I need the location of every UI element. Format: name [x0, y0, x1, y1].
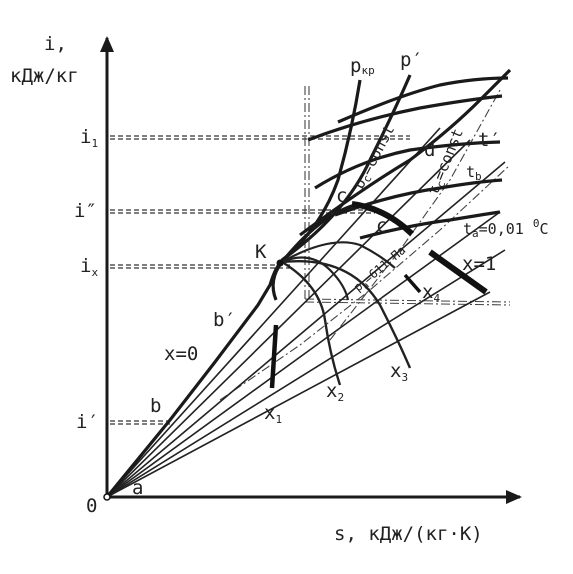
critical-point	[276, 259, 284, 267]
lower-construction-line-2	[304, 298, 511, 303]
c-prime-to-c-curve	[280, 203, 356, 264]
x4-mark	[403, 273, 422, 294]
x1-quality-segment	[269, 324, 279, 389]
point-b-label: b	[150, 395, 161, 417]
k-dome-curve	[281, 256, 350, 301]
fan-line-3	[106, 249, 506, 498]
x1-saturation-line	[428, 249, 488, 295]
right-saturation-curve	[299, 68, 512, 237]
tc-const-label: tc=const	[424, 126, 469, 198]
pkr-label: pкр	[350, 55, 375, 77]
upper-curve-2	[307, 94, 503, 142]
ta-label: ta=0,01 0C	[463, 217, 549, 240]
critical-point-label: К	[255, 241, 267, 263]
i-prime-label: i′	[76, 411, 99, 433]
c-prime-c-segment	[351, 201, 415, 237]
fan-line-1	[106, 161, 506, 498]
t-prime-label: t′	[478, 129, 501, 151]
point-c-label: c	[376, 215, 387, 237]
x4-quality-curve	[281, 241, 396, 269]
origin-label: 0	[86, 495, 97, 517]
i1-label: i1	[80, 126, 98, 150]
point-b-prime-label: b′	[213, 309, 236, 331]
fan-line-2	[106, 211, 501, 498]
x-equals-1-label: x=1	[462, 253, 496, 275]
x4-label: x4	[422, 281, 440, 305]
upper-curve-1	[337, 76, 509, 124]
fan-line-4	[106, 291, 491, 498]
point-c-prime-label: c′	[336, 185, 359, 207]
x3-label: x3	[390, 360, 408, 384]
y-axis-unit: кДж/кг	[10, 65, 79, 87]
i-double-prime-label: i″	[74, 200, 97, 222]
tc-isotherm-dashed	[329, 89, 501, 341]
pa-label: pa=611 Па	[351, 243, 410, 297]
point-d-label: d	[424, 139, 435, 161]
tb-label: tb	[466, 163, 482, 183]
x3-quality-curve	[281, 259, 412, 369]
x2-quality-curve	[281, 260, 342, 386]
pc-isobar	[314, 140, 501, 190]
p-prime-label: p′	[400, 49, 423, 71]
fan-line-6	[106, 139, 471, 498]
fan-line-5	[106, 127, 441, 498]
ta-isotherm	[359, 210, 501, 240]
x-axis-label: s, кДж/(кг·К)	[334, 523, 483, 545]
x1-label: x1	[264, 402, 282, 426]
ix-label: ix	[80, 255, 98, 279]
y-axis-name: i,	[44, 33, 67, 55]
x0-label: x=0	[164, 343, 198, 365]
origin-point	[103, 493, 111, 501]
x0-boundary-curve	[105, 260, 283, 499]
point-a-label: a	[132, 477, 143, 499]
x2-label: x2	[326, 380, 344, 404]
